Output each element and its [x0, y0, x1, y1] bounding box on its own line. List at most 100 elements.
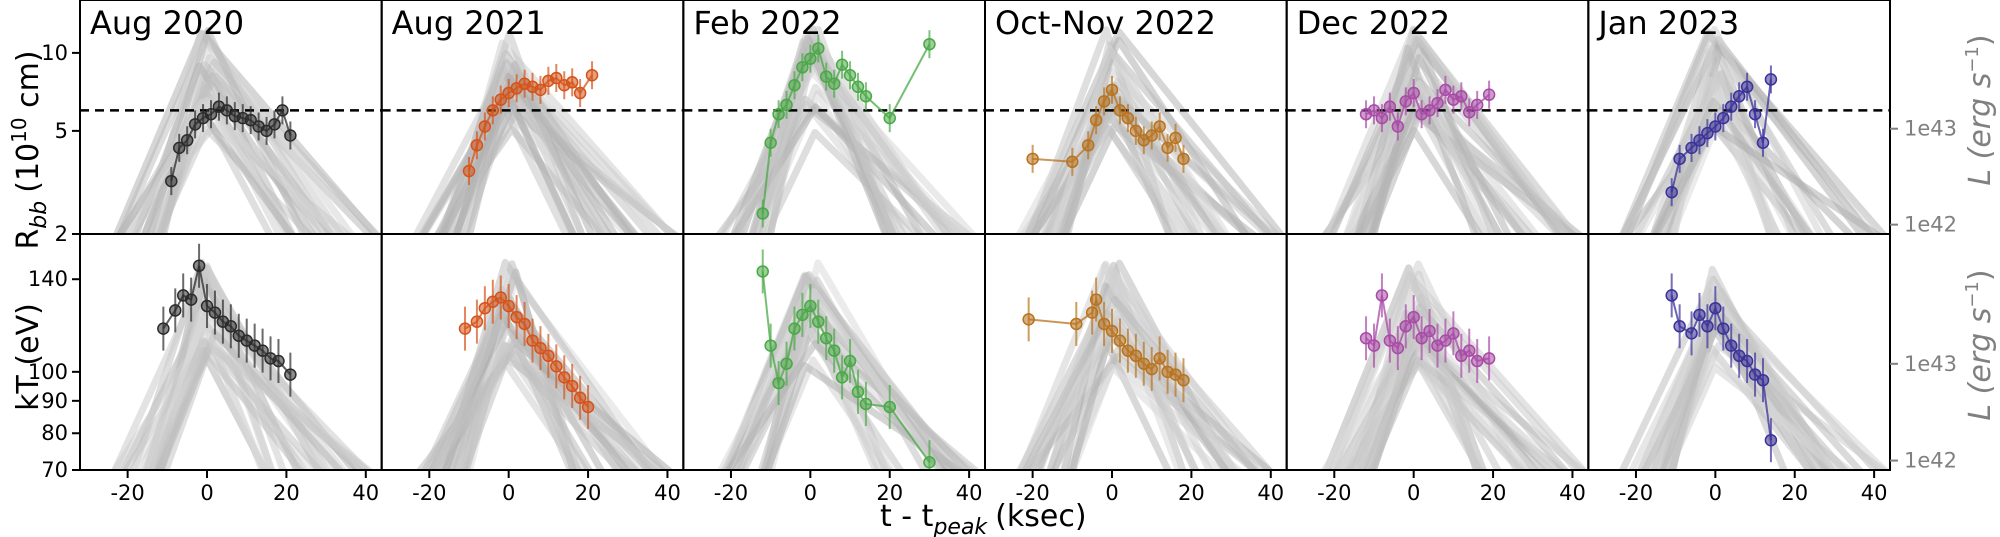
x-tick-label: 20 [273, 481, 300, 505]
radius-point [1717, 111, 1730, 125]
radius-point [1724, 100, 1738, 113]
temperature-point [1089, 293, 1103, 306]
x-tick-label: 20 [1178, 481, 1205, 505]
top-y-tick-label: 5 [55, 119, 68, 143]
bottom-y-axis-label: kT (eV) [11, 303, 46, 411]
temperature-point [1367, 339, 1381, 352]
x-tick-label: 40 [1861, 481, 1888, 505]
temperature-series-5 [1665, 273, 1778, 463]
temperature-series-4 [1359, 273, 1496, 384]
temperature-point [284, 368, 297, 381]
model-curves-T-0 [113, 27, 381, 234]
radius-point [788, 79, 801, 92]
temperature-series-3 [1022, 277, 1190, 403]
temperature-point [542, 349, 555, 363]
x-tick-label: 0 [1407, 481, 1420, 505]
radius-point [1748, 107, 1762, 121]
model-curve [1356, 126, 1484, 234]
bottom-y-tick-label: 100 [28, 360, 68, 384]
temperature-point [494, 291, 507, 304]
right-y-axis-label-bottom: L (erg s−1) [1962, 269, 1998, 420]
x-tick-label: 40 [352, 481, 379, 505]
radius-point [1732, 90, 1746, 103]
radius-point [1121, 111, 1135, 125]
temperature-point [200, 299, 214, 313]
model-curve [1021, 295, 1258, 470]
top-y-tick-label: 10 [41, 41, 68, 65]
radius-point [494, 93, 507, 106]
radius-point [1383, 100, 1397, 113]
radius-point [764, 136, 777, 149]
radius-point [1685, 141, 1698, 155]
x-tick-label: -20 [110, 481, 144, 505]
temperature-point [796, 308, 809, 322]
radius-point [1470, 98, 1484, 112]
temperature-point [272, 354, 285, 368]
x-tick-label: 20 [1480, 481, 1507, 505]
model-curve [1060, 260, 1261, 470]
temperature-point [565, 379, 579, 393]
x-tick-label: 0 [1709, 481, 1722, 505]
bottom-y-tick-label: 80 [41, 421, 68, 445]
temperature-point [1022, 313, 1035, 326]
temperature-point [208, 306, 222, 319]
right-tick-label: 1e43 [1904, 352, 1957, 376]
x-tick-label: 40 [1559, 481, 1586, 505]
model-curve [717, 288, 944, 470]
temperature-point [470, 315, 484, 328]
radius-point [1161, 141, 1174, 155]
temperature-point [772, 376, 785, 390]
temperature-point [1693, 308, 1706, 322]
temperature-point [1740, 354, 1754, 368]
model-curves-layer [110, 25, 1890, 470]
model-curve [431, 295, 578, 470]
data-series-layer [80, 30, 1890, 470]
radius-point [827, 77, 841, 91]
panel-title: Oct-Nov 2022 [995, 4, 1216, 42]
temperature-point [458, 322, 472, 335]
radius-point [276, 104, 289, 117]
radius-point [1756, 136, 1770, 149]
x-tick-label: -20 [1619, 481, 1653, 505]
x-tick-label: 20 [575, 481, 602, 505]
temperature-point [1153, 352, 1166, 365]
radius-series-2 [756, 30, 936, 228]
model-curve [457, 342, 660, 470]
model-curves-B-5 [1618, 265, 1890, 470]
model-curve [1364, 321, 1502, 470]
x-tick-label: -20 [1317, 481, 1351, 505]
radius-point [923, 37, 936, 51]
radius-point [883, 111, 896, 125]
radius-point [1391, 120, 1405, 133]
temperature-point [224, 320, 238, 333]
radius-point [804, 52, 817, 65]
model-curves-B-3 [1016, 259, 1274, 470]
temperature-point [1383, 334, 1397, 347]
temperature-point [851, 385, 865, 399]
top-y-tick-label: 2 [55, 222, 68, 246]
radius-point [565, 76, 579, 89]
model-curve [143, 262, 287, 470]
radius-point [268, 118, 281, 131]
radius-point [859, 90, 873, 103]
radius-series-5 [1665, 65, 1778, 207]
temperature-point [1415, 331, 1428, 345]
model-curves-T-4 [1321, 25, 1584, 234]
radius-point [1105, 83, 1119, 97]
radius-point [1097, 95, 1111, 108]
radius-point [1407, 86, 1420, 100]
radius-point [550, 71, 563, 85]
radius-series-4 [1359, 75, 1496, 141]
radius-point [796, 61, 809, 74]
model-curve [1636, 90, 1816, 234]
x-tick-label: 40 [956, 481, 983, 505]
temperature-point [169, 304, 182, 317]
panel-title: Aug 2020 [90, 4, 244, 42]
temperature-point [883, 400, 896, 414]
radius-point [1665, 185, 1678, 199]
radius-point [1709, 120, 1722, 133]
radius-point [204, 107, 218, 121]
x-tick-label: -20 [1015, 481, 1049, 505]
temperature-point [1407, 310, 1420, 324]
